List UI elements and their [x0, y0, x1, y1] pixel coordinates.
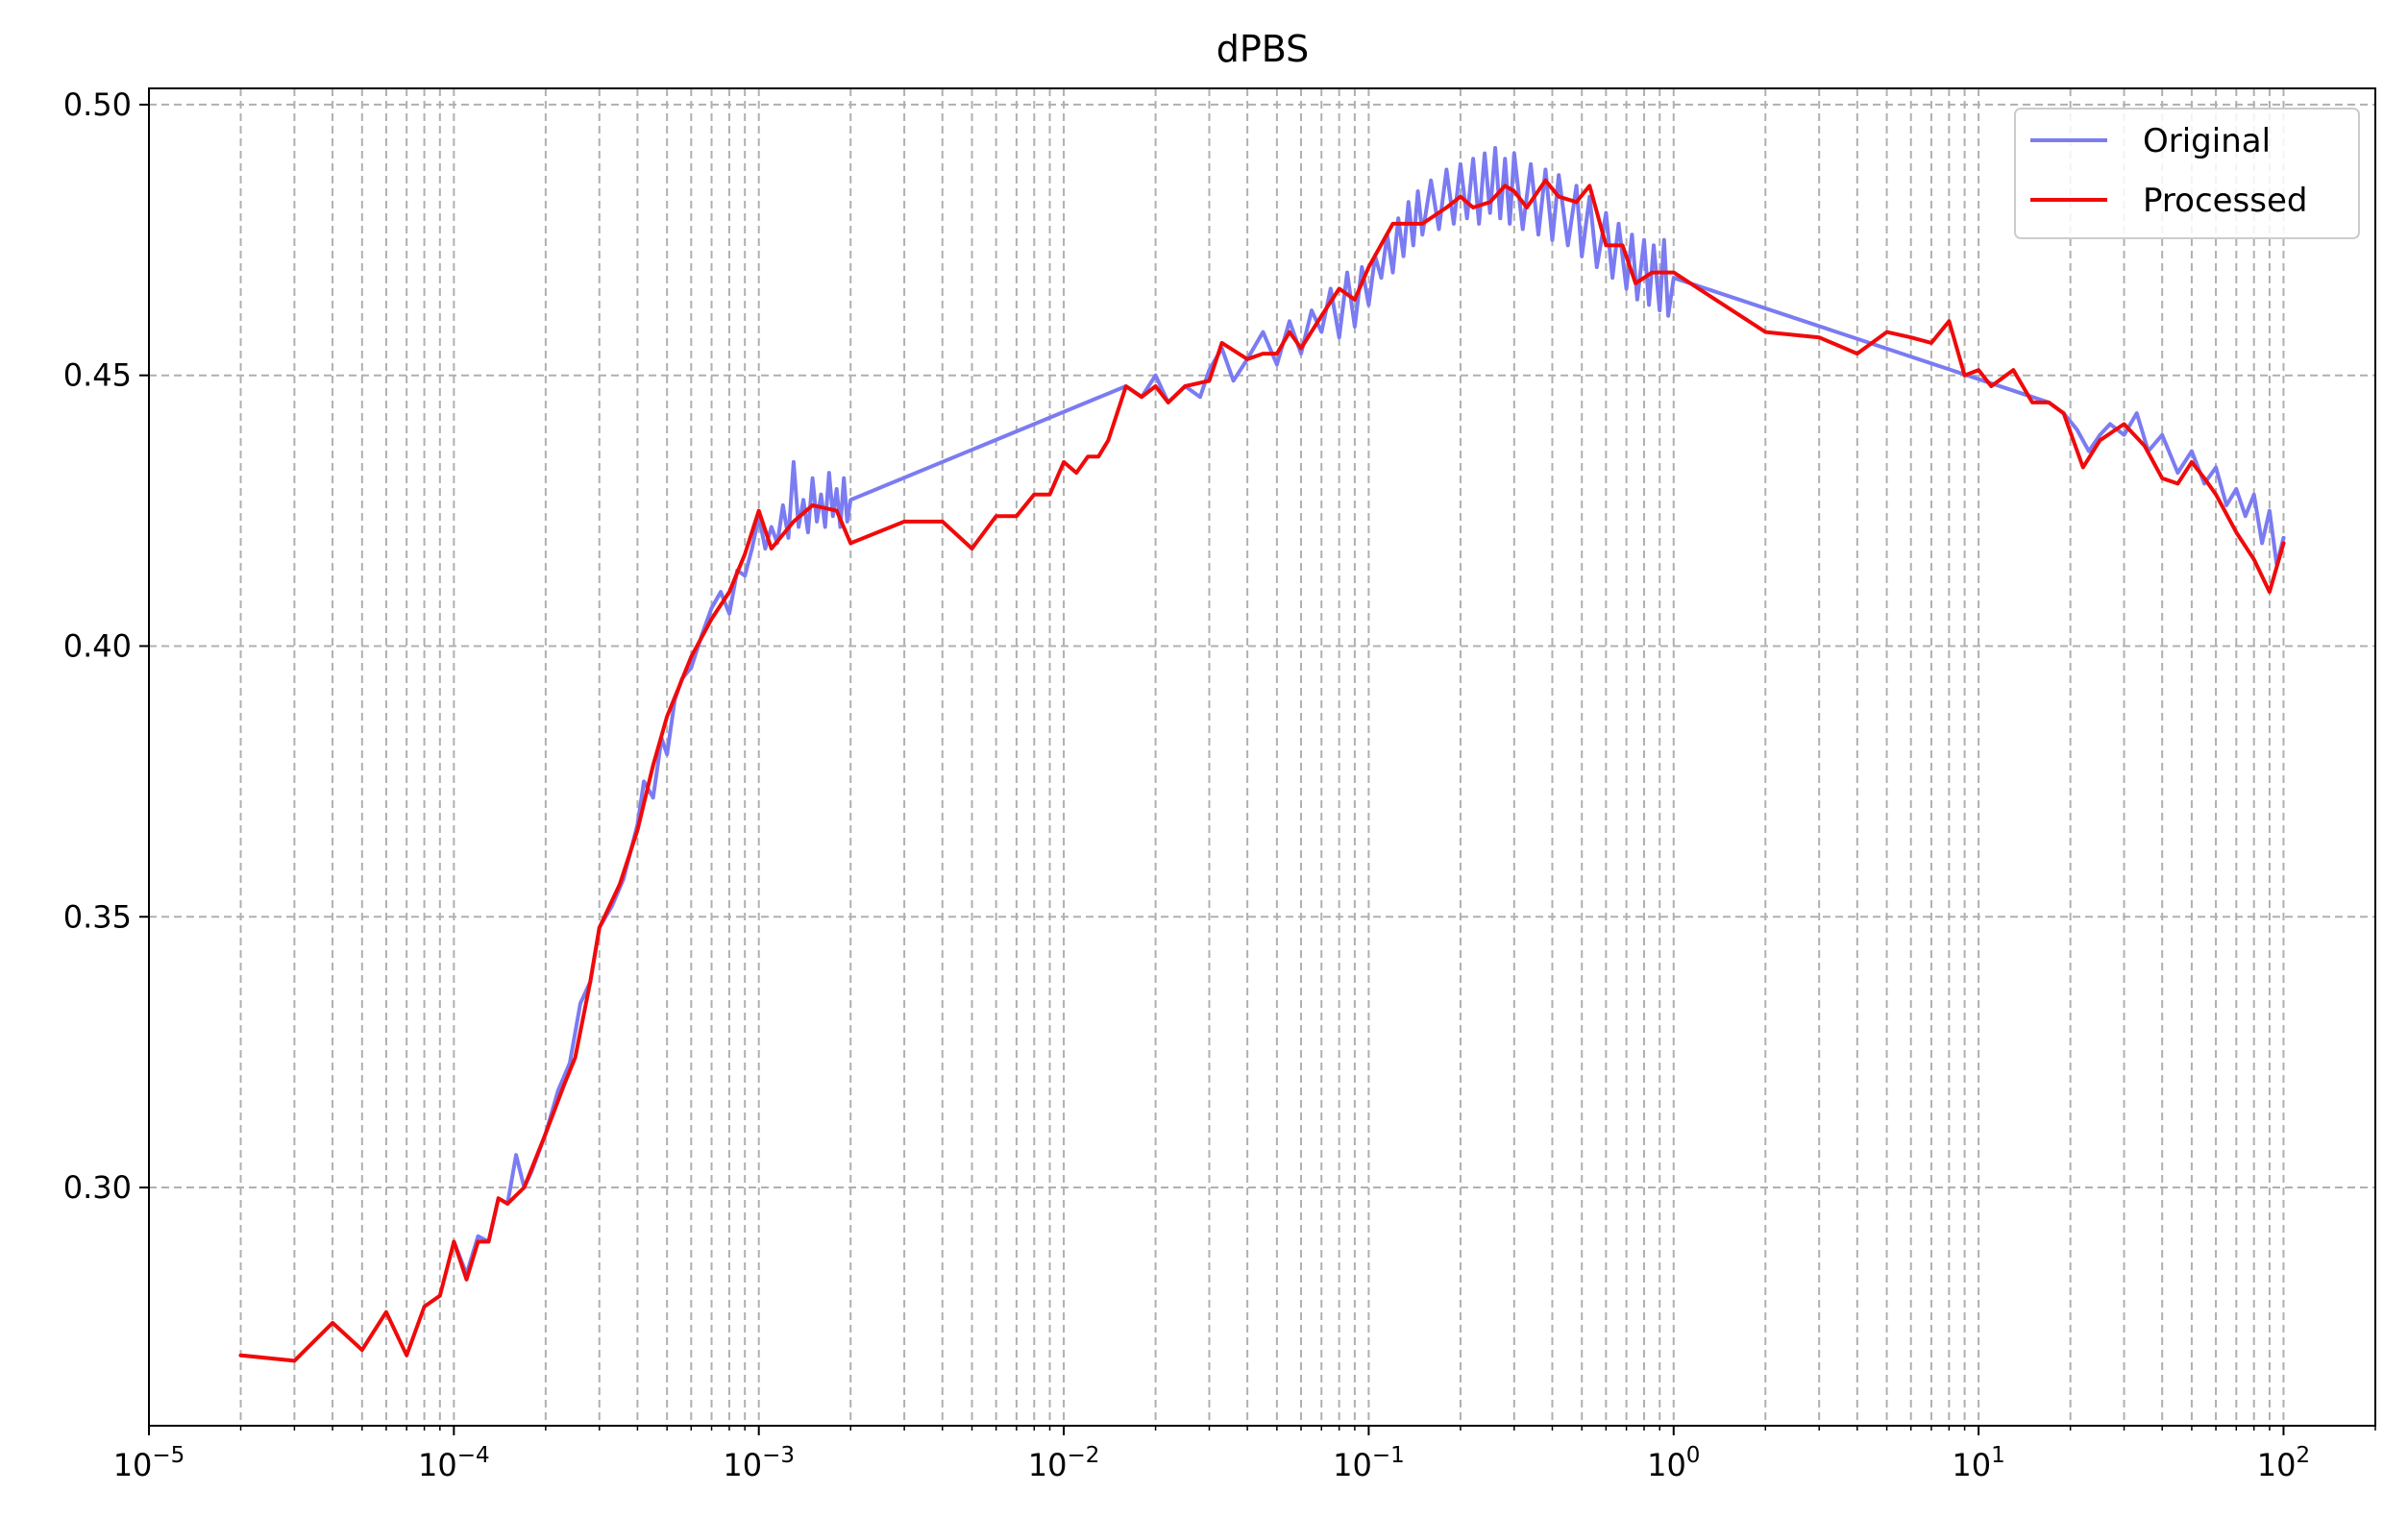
legend-label-processed: Processed	[2143, 182, 2307, 220]
legend: Original Processed	[2014, 108, 2360, 239]
x-tick-base: 10	[2257, 1447, 2297, 1483]
legend-label-original: Original	[2143, 122, 2271, 160]
y-tick-label: 0.35	[63, 898, 132, 935]
x-tick-label: 10−3	[723, 1443, 795, 1483]
x-tick-exponent: −5	[152, 1443, 184, 1468]
x-tick-exponent: −3	[762, 1443, 795, 1468]
series-layer	[238, 146, 2286, 1363]
x-tick-label: 102	[2257, 1443, 2310, 1483]
x-tick-label: 10−2	[1028, 1443, 1100, 1483]
series-line-original	[452, 146, 2286, 1277]
y-tick-label: 0.40	[63, 627, 132, 664]
x-tick-label: 10−5	[113, 1443, 185, 1483]
y-tick-label: 0.50	[63, 86, 132, 123]
x-tick-label: 10−4	[418, 1443, 490, 1483]
x-tick-label: 10−1	[1333, 1443, 1405, 1483]
x-tick-label: 101	[1952, 1443, 2004, 1483]
x-tick-exponent: −2	[1067, 1443, 1099, 1468]
x-tick-exponent: −4	[457, 1443, 490, 1468]
plot-frame	[148, 87, 2376, 1427]
x-tick-base: 10	[723, 1447, 762, 1483]
x-tick-label: 100	[1647, 1443, 1700, 1483]
grid	[148, 88, 2376, 1426]
x-tick-base: 10	[1952, 1447, 1991, 1483]
x-tick-base: 10	[113, 1447, 153, 1483]
chart-title: dPBS	[1216, 28, 1310, 70]
x-tick-base: 10	[418, 1447, 457, 1483]
x-tick-base: 10	[1028, 1447, 1068, 1483]
x-tick-exponent: −1	[1372, 1443, 1405, 1468]
x-tick-exponent: 1	[1991, 1443, 2005, 1468]
y-tick-label: 0.45	[63, 357, 132, 394]
y-tick-label: 0.30	[63, 1169, 132, 1206]
x-tick-exponent: 0	[1686, 1443, 1701, 1468]
series-line-processed	[238, 178, 2286, 1363]
x-tick-base: 10	[1647, 1447, 1686, 1483]
x-tick-exponent: 2	[2297, 1443, 2311, 1468]
x-tick-base: 10	[1333, 1447, 1372, 1483]
